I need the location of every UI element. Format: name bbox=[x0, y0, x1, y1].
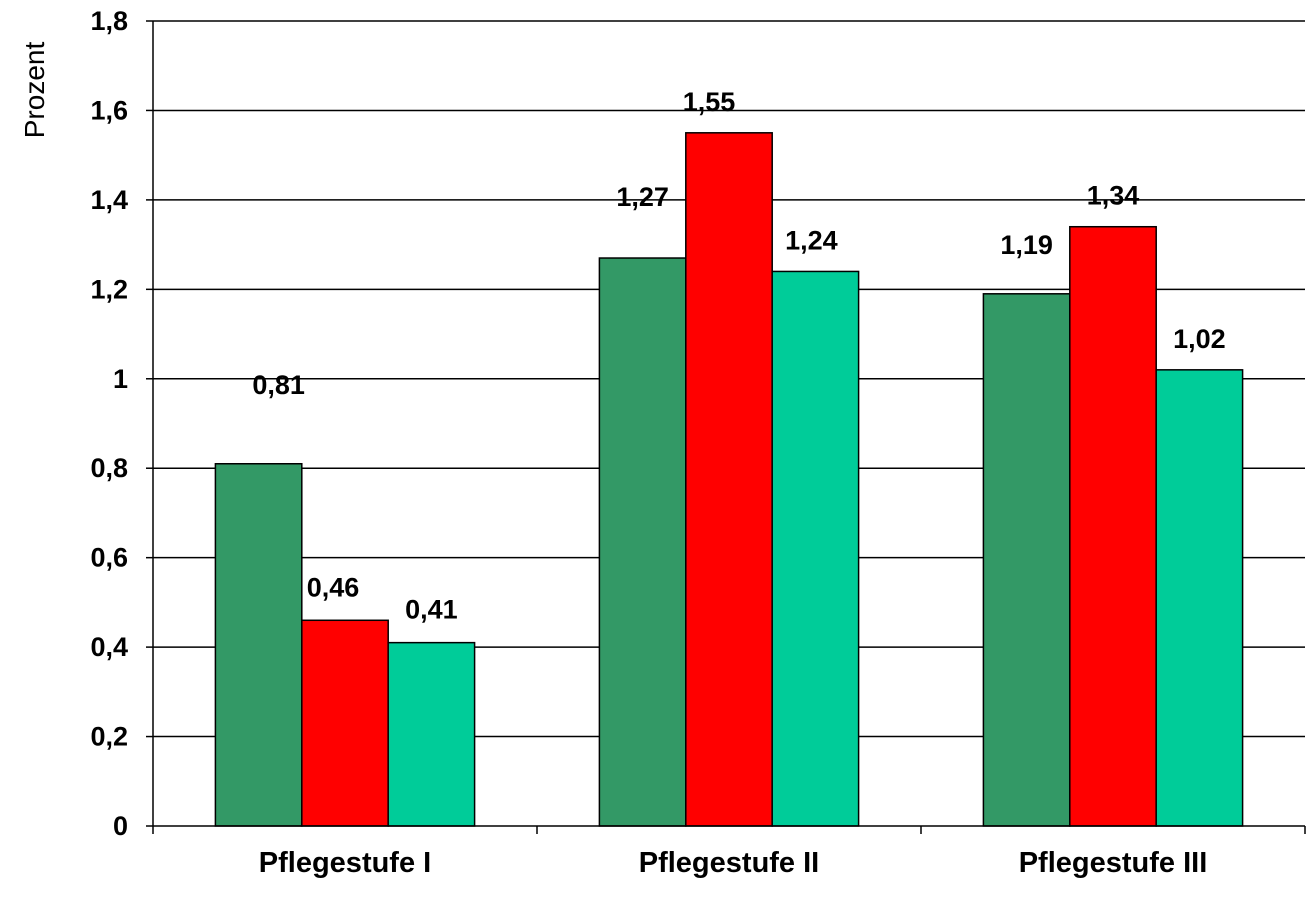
data-label: 0,81 bbox=[252, 370, 305, 400]
data-label: 1,34 bbox=[1087, 181, 1140, 211]
x-category-label: Pflegestufe III bbox=[1019, 847, 1208, 879]
y-tick-label: 0,6 bbox=[90, 543, 128, 573]
x-category-label: Pflegestufe II bbox=[639, 847, 820, 879]
data-label: 0,41 bbox=[405, 595, 458, 625]
y-tick-label: 0,2 bbox=[90, 722, 128, 752]
x-category-label: Pflegestufe I bbox=[259, 847, 431, 879]
bar bbox=[214, 463, 303, 827]
y-tick-label: 1,4 bbox=[90, 185, 128, 215]
y-tick-label: 0 bbox=[113, 811, 128, 841]
data-label: 1,27 bbox=[616, 182, 669, 212]
axes bbox=[146, 20, 1306, 834]
bar bbox=[598, 257, 687, 827]
y-tick-label: 0,8 bbox=[90, 453, 128, 483]
y-tick-label: 1,8 bbox=[90, 6, 128, 36]
data-label: 1,19 bbox=[1000, 230, 1053, 260]
y-tick-label: 1 bbox=[113, 364, 128, 394]
data-label: 0,46 bbox=[307, 572, 360, 602]
bar bbox=[685, 132, 773, 827]
bar bbox=[982, 293, 1071, 827]
data-label: 1,24 bbox=[785, 225, 838, 255]
data-label: 1,55 bbox=[683, 87, 736, 117]
data-label: 1,02 bbox=[1173, 324, 1226, 354]
y-tick-label: 0,4 bbox=[90, 632, 128, 662]
bar bbox=[1155, 369, 1244, 827]
bar bbox=[771, 270, 860, 827]
bar bbox=[301, 619, 389, 827]
bars bbox=[214, 132, 1244, 827]
y-axis-label: Prozent bbox=[19, 42, 50, 139]
bar bbox=[387, 641, 476, 827]
y-tick-label: 1,6 bbox=[90, 95, 128, 125]
y-tick-label: 1,2 bbox=[90, 274, 128, 304]
bar bbox=[1069, 225, 1157, 827]
